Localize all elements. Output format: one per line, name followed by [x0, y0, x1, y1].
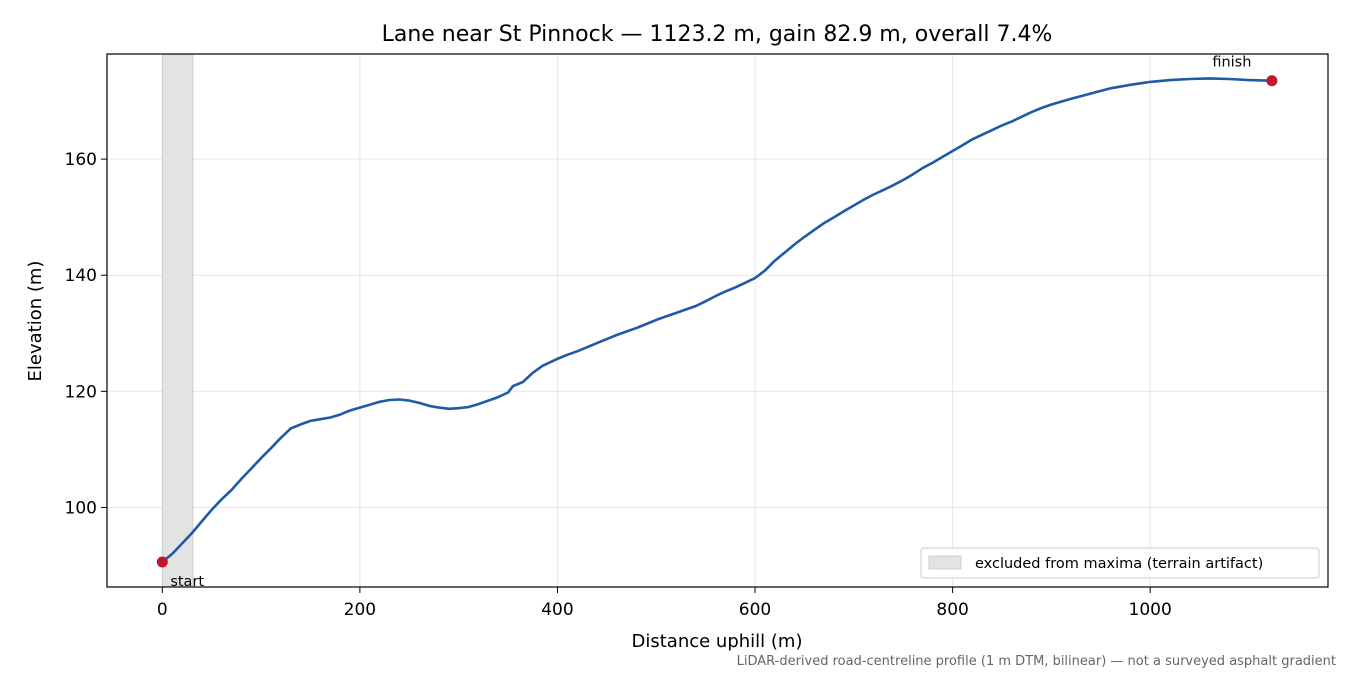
x-tick-label: 1000: [1129, 600, 1172, 620]
x-tick-label: 200: [344, 600, 376, 620]
x-tick-label: 400: [541, 600, 573, 620]
legend-label: excluded from maxima (terrain artifact): [975, 556, 1263, 572]
grid-lines: [107, 54, 1328, 587]
start-marker: [156, 556, 168, 568]
start-label: start: [170, 574, 204, 590]
x-tick-label: 800: [936, 600, 968, 620]
axis-ticks: 0 200 400 600 800 1000 100 120 140 160: [65, 150, 1172, 620]
chart-title: Lane near St Pinnock — 1123.2 m, gain 82…: [382, 22, 1053, 47]
finish-marker: [1266, 75, 1278, 87]
x-axis-label: Distance uphill (m): [632, 631, 803, 652]
footnote: LiDAR-derived road-centreline profile (1…: [737, 654, 1336, 669]
y-tick-label: 120: [65, 382, 97, 402]
x-tick-label: 600: [739, 600, 771, 620]
y-tick-label: 100: [65, 498, 97, 518]
elevation-series-line: [161, 77, 1274, 564]
y-axis-label: Elevation (m): [25, 261, 46, 382]
finish-label: finish: [1212, 55, 1251, 71]
legend: excluded from maxima (terrain artifact): [920, 547, 1320, 579]
endpoint-markers: start finish: [156, 55, 1278, 590]
legend-swatch: [928, 555, 962, 570]
x-tick-label: 0: [157, 600, 168, 620]
y-tick-label: 140: [65, 266, 97, 286]
legend-frame: [920, 547, 1320, 579]
excluded-band: [161, 53, 194, 588]
plot-frame: [106, 53, 1329, 588]
y-tick-label: 160: [65, 150, 97, 170]
